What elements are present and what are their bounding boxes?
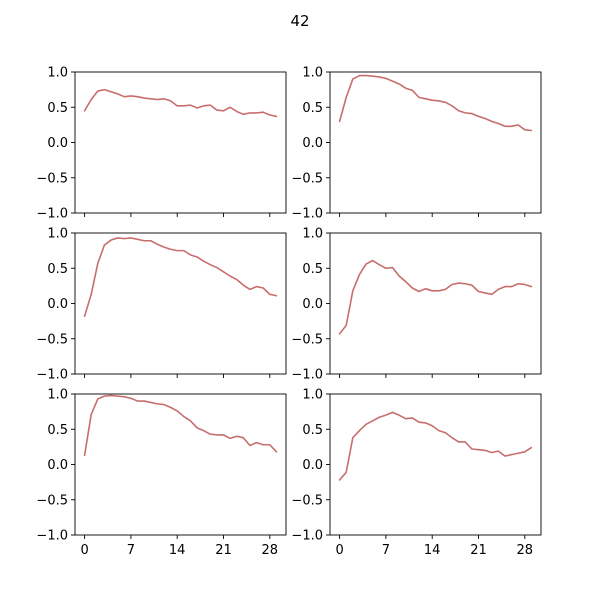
- y-tick-label: 1.0: [302, 388, 323, 403]
- y-tick-label: 0.5: [302, 262, 323, 277]
- y-tick-label: 0.5: [47, 423, 68, 438]
- subplot-2: −1.0 −0.5 0.0 0.5 1.0: [291, 66, 542, 222]
- y-tick-label: 1.0: [47, 66, 68, 81]
- subplot-4: −1.0 −0.5 0.0 0.5 1.0: [291, 227, 542, 383]
- series-line-1: [83, 237, 278, 317]
- x-tick-label: 7: [127, 543, 135, 558]
- y-tick-label: 0.0: [47, 297, 68, 312]
- y-tick-label: 0.0: [302, 136, 323, 151]
- y-tick-label: 1.0: [47, 388, 68, 403]
- y-tick-label: −0.5: [291, 332, 323, 347]
- y-tick-label: 1.0: [302, 66, 323, 81]
- x-tick-label: 0: [335, 543, 343, 558]
- x-tick-label: 14: [424, 543, 441, 558]
- y-tick-label: −0.5: [291, 493, 323, 508]
- y-tick-label: −0.5: [291, 171, 323, 186]
- y-tick-label: −1.0: [36, 368, 68, 383]
- y-tick-label: −0.5: [36, 171, 68, 186]
- figure-suptitle: 42: [290, 12, 309, 30]
- y-tick-label: −0.5: [36, 332, 68, 347]
- y-tick-label: −1.0: [36, 529, 68, 544]
- series-line-1: [83, 88, 278, 118]
- y-tick-label: 0.5: [47, 262, 68, 277]
- subplot-3: −1.0 −0.5 0.0 0.5 1.0: [36, 227, 287, 383]
- x-tick-label: 14: [169, 543, 186, 558]
- y-tick-label: −1.0: [291, 207, 323, 222]
- y-tick-label: −1.0: [291, 529, 323, 544]
- x-tick-label: 0: [80, 543, 88, 558]
- y-tick-label: 0.0: [302, 458, 323, 473]
- y-tick-label: 0.5: [47, 101, 68, 116]
- y-tick-label: 1.0: [47, 227, 68, 242]
- subplot-5: −1.0 −0.5 0.0 0.5 1.0 0 7 14 21 28: [36, 388, 287, 558]
- subplot-grid: −1.0 −0.5 0.0 0.5 1.0 −1.0 −0.5 0.0 0.5 1.0 −1.0 −0…: [36, 66, 542, 558]
- y-tick-label: 0.5: [302, 101, 323, 116]
- series-line-1: [83, 394, 278, 457]
- x-tick-label: 28: [517, 543, 534, 558]
- x-tick-label: 7: [382, 543, 390, 558]
- y-tick-label: 0.0: [47, 458, 68, 473]
- x-tick-label: 28: [262, 543, 279, 558]
- y-tick-label: 0.5: [302, 423, 323, 438]
- y-tick-label: −1.0: [291, 368, 323, 383]
- y-tick-label: 0.0: [47, 136, 68, 151]
- y-tick-label: 1.0: [302, 227, 323, 242]
- series-line-1: [338, 74, 533, 132]
- subplot-1: −1.0 −0.5 0.0 0.5 1.0: [36, 66, 287, 222]
- y-tick-label: −0.5: [36, 493, 68, 508]
- x-tick-label: 21: [470, 543, 487, 558]
- series-line-1: [338, 259, 533, 335]
- series-line-1: [338, 411, 533, 481]
- y-tick-label: −1.0: [36, 207, 68, 222]
- y-tick-label: 0.0: [302, 297, 323, 312]
- subplot-6: −1.0 −0.5 0.0 0.5 1.0 0 7 14 21 28: [291, 388, 542, 558]
- x-tick-label: 21: [215, 543, 232, 558]
